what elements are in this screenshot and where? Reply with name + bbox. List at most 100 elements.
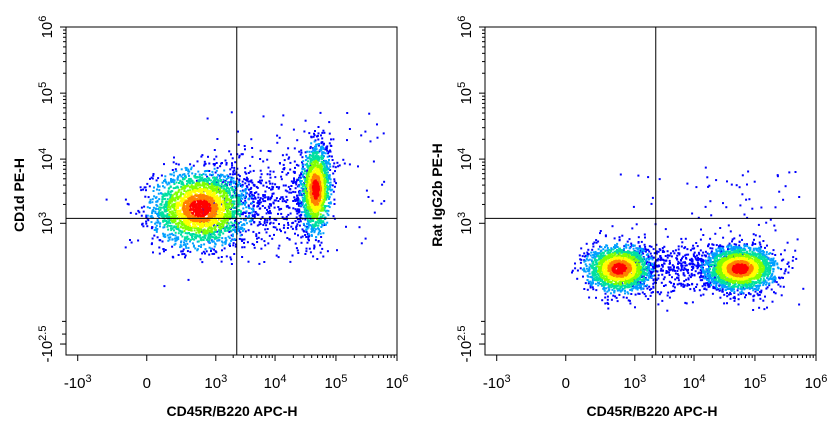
event-dot <box>168 215 171 218</box>
event-dot <box>266 219 269 222</box>
event-dot <box>329 181 332 184</box>
event-dot <box>224 198 227 201</box>
event-dot <box>325 169 328 172</box>
event-dot <box>191 238 194 241</box>
event-dot <box>195 227 198 229</box>
event-dot <box>196 211 199 214</box>
event-dot <box>258 199 261 201</box>
event-dot <box>302 194 305 196</box>
event-dot <box>224 196 227 199</box>
event-dot <box>208 229 211 232</box>
event-dot <box>326 212 329 215</box>
event-dot <box>309 215 312 218</box>
event-dot <box>189 233 192 236</box>
event-dot <box>285 218 288 221</box>
event-dot <box>193 175 196 178</box>
event-dot <box>180 250 183 253</box>
event-dot <box>263 194 266 197</box>
event-dot <box>213 212 216 215</box>
event-dot <box>175 194 178 197</box>
event-dot <box>202 224 205 227</box>
event-dot <box>308 177 311 180</box>
event-dot <box>315 168 318 171</box>
event-dot <box>289 188 292 191</box>
event-dot <box>250 138 253 141</box>
event-dot <box>192 199 195 202</box>
event-dot <box>199 199 202 202</box>
event-dot <box>178 221 181 224</box>
event-dot <box>185 216 188 219</box>
event-dot <box>647 298 650 300</box>
event-dot <box>221 190 224 193</box>
event-dot <box>201 204 204 207</box>
event-dot <box>695 242 698 244</box>
event-dot <box>328 188 331 191</box>
event-dot <box>325 190 328 193</box>
event-dot <box>166 207 169 210</box>
event-dot <box>240 153 243 156</box>
event-dot <box>298 204 301 207</box>
event-dot <box>343 162 346 165</box>
event-dot <box>194 247 197 250</box>
event-dot <box>247 183 250 186</box>
event-dot <box>281 154 284 157</box>
event-dot <box>228 224 231 227</box>
event-dot <box>250 211 253 214</box>
event-dot <box>313 189 316 192</box>
event-dot <box>173 193 176 196</box>
event-dot <box>314 228 317 231</box>
event-dot <box>182 248 185 251</box>
event-dot <box>672 250 675 253</box>
event-dot <box>308 150 311 153</box>
right-dot-plot: Rat IgG2b PE-H CD45R/B220 APC-H -103 0 103… <box>429 16 827 419</box>
event-dot <box>301 170 304 173</box>
event-dot <box>281 216 284 219</box>
event-dot <box>211 195 214 198</box>
event-dot <box>155 221 158 224</box>
event-dot <box>220 231 223 233</box>
left-event-dots <box>105 111 386 288</box>
event-dot <box>241 180 244 183</box>
event-dot <box>288 156 291 159</box>
event-dot <box>152 206 155 209</box>
event-dot <box>281 200 284 203</box>
event-dot <box>292 207 295 210</box>
event-dot <box>191 190 194 193</box>
event-dot <box>200 246 202 248</box>
event-dot <box>219 185 222 188</box>
event-dot <box>171 238 174 241</box>
event-dot <box>162 226 165 229</box>
event-dot <box>329 144 332 147</box>
event-dot <box>155 179 158 182</box>
event-dot <box>229 183 232 186</box>
event-dot <box>212 216 215 219</box>
event-dot <box>652 291 654 294</box>
event-dot <box>210 183 213 186</box>
event-dot <box>190 204 193 207</box>
event-dot <box>306 181 309 184</box>
event-dot <box>248 214 251 217</box>
event-dot <box>336 161 339 164</box>
event-dot <box>212 203 215 206</box>
event-dot <box>229 173 232 176</box>
event-dot <box>202 250 205 253</box>
event-dot <box>199 221 201 223</box>
event-dot <box>200 226 203 229</box>
event-dot <box>314 166 317 169</box>
event-dot <box>317 233 320 236</box>
event-dot <box>171 195 174 198</box>
event-dot <box>157 208 160 210</box>
event-dot <box>319 232 322 235</box>
event-dot <box>326 155 329 158</box>
event-dot <box>267 205 270 208</box>
event-dot <box>175 181 178 184</box>
event-dot <box>216 138 219 140</box>
event-dot <box>185 227 188 230</box>
event-dot <box>290 180 293 183</box>
event-dot <box>210 174 213 177</box>
event-dot <box>198 231 200 234</box>
event-dot <box>234 161 237 164</box>
event-dot <box>307 210 310 213</box>
event-dot <box>179 180 182 183</box>
